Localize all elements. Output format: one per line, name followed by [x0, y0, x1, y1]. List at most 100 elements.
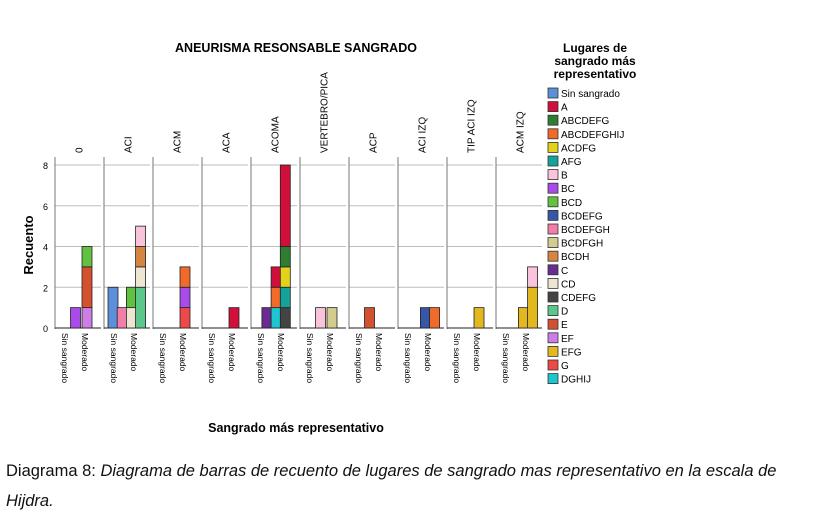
- x-category-label: Sin sangrado: [158, 333, 168, 383]
- legend-label: ABCDEFG: [561, 116, 610, 127]
- bar-segment: [81, 266, 93, 309]
- panel-header: ACM IZQ: [516, 111, 527, 153]
- x-category-label: Sin sangrado: [403, 333, 413, 383]
- bar-segment: [270, 286, 282, 309]
- panel: ACM IZQ Sin sangrado Moderado: [495, 111, 542, 383]
- legend-swatch: [547, 318, 559, 330]
- legend-swatch: [547, 128, 559, 140]
- legend-label: Sin sangrado: [561, 89, 620, 100]
- x-category-label: Moderado: [178, 333, 188, 372]
- panel-header: ACI: [124, 136, 135, 153]
- y-tick-label: 2: [43, 283, 48, 293]
- y-tick-label: 4: [43, 243, 48, 253]
- bar-segment: [279, 286, 291, 309]
- legend-item: D: [547, 305, 568, 318]
- panel-header: ACI IZQ: [418, 117, 429, 153]
- legend-item: CDEFG: [547, 291, 596, 304]
- legend-item: EFG: [547, 345, 582, 358]
- panel: ACI Sin sangrado Moderado: [103, 136, 150, 383]
- bar-segment: [70, 307, 81, 329]
- legend-swatch: [547, 277, 559, 289]
- legend-item: DGHIJ: [547, 373, 591, 386]
- bar-segment: [364, 307, 375, 329]
- legend-item: G: [547, 359, 569, 372]
- legend-swatch: [547, 87, 559, 99]
- legend-label: A: [561, 103, 568, 114]
- x-category-label: Sin sangrado: [256, 333, 266, 383]
- legend-item: B: [547, 169, 568, 182]
- legend-swatch: [547, 196, 559, 208]
- legend-title-line: Lugares de: [563, 41, 627, 55]
- legend-label: CDEFG: [561, 293, 596, 304]
- legend-label: ABCDEFGHIJ: [561, 130, 624, 141]
- legend-title-line: representativo: [554, 67, 637, 81]
- panel: 0 Sin sangrado Moderado: [54, 147, 101, 383]
- legend-item: C: [547, 264, 568, 277]
- bar-segment: [135, 246, 147, 268]
- legend-label: AFG: [561, 157, 582, 168]
- panel-header: ACP: [369, 132, 380, 153]
- bar-segment: [279, 246, 291, 268]
- legend-swatch: [547, 332, 559, 344]
- panel: ACA Sin sangrado Moderado: [201, 132, 248, 383]
- panel: TIP ACI IZQ Sin sangrado Moderado: [446, 99, 493, 383]
- legend-label: BCDEFGH: [561, 225, 610, 236]
- bar-segment: [527, 286, 538, 329]
- legend-label: B: [561, 171, 568, 182]
- legend-swatch: [547, 223, 559, 235]
- bar-segment: [179, 307, 191, 329]
- x-category-label: Moderado: [423, 333, 433, 372]
- figure-caption: Diagrama 8: Diagrama de barras de recuen…: [6, 456, 811, 516]
- legend-swatch: [547, 114, 559, 126]
- y-tick-label: 0: [43, 324, 48, 334]
- x-axis-label: Sangrado más representativo: [208, 421, 384, 435]
- legend-item: AFG: [547, 155, 582, 168]
- x-category-label: Moderado: [521, 333, 531, 372]
- legend-label: C: [561, 266, 568, 277]
- bar-segment: [279, 266, 291, 288]
- caption-text: Diagrama de barras de recuento de lugare…: [6, 462, 777, 510]
- legend-item: BC: [547, 182, 575, 195]
- x-category-label: Sin sangrado: [501, 333, 511, 383]
- bar-segment: [518, 307, 529, 329]
- y-tick-label: 8: [43, 161, 48, 171]
- legend-label: E: [561, 320, 568, 331]
- legend-title-line: sangrado más: [554, 54, 636, 68]
- legend-swatch: [547, 264, 559, 276]
- bar-segment: [179, 286, 191, 309]
- legend-label: BC: [561, 184, 575, 195]
- legend-item: BCDEFG: [547, 209, 603, 222]
- panel: ACP Sin sangrado Moderado: [348, 132, 395, 383]
- bar-segment: [126, 307, 137, 329]
- bar-segment: [326, 307, 338, 329]
- bar-segment: [107, 286, 119, 329]
- legend-item: E: [547, 318, 568, 331]
- chart: ANEURISMA RESONSABLE SANGRADO Recuento S…: [21, 41, 637, 435]
- legend-swatch: [547, 359, 559, 371]
- bar-segment: [135, 225, 147, 247]
- bar-segment: [429, 307, 441, 329]
- legend-label: D: [561, 307, 568, 318]
- legend-label: ACDFG: [561, 143, 596, 154]
- x-category-label: Moderado: [129, 333, 139, 372]
- x-category-label: Moderado: [276, 333, 286, 372]
- panel: ACM Sin sangrado Moderado: [152, 131, 199, 383]
- legend-item: ABCDEFG: [547, 114, 610, 127]
- legend-label: BCDFGH: [561, 239, 603, 250]
- legend-label: BCD: [561, 198, 582, 209]
- legend-item: CD: [547, 277, 575, 290]
- chart-title: ANEURISMA RESONSABLE SANGRADO: [175, 41, 417, 55]
- bar-segment: [270, 266, 282, 288]
- panel: ACI IZQ Sin sangrado Moderado: [397, 117, 444, 383]
- x-category-label: Sin sangrado: [354, 333, 364, 383]
- bar-segment: [116, 307, 128, 329]
- x-category-label: Sin sangrado: [305, 333, 315, 383]
- legend-swatch: [547, 250, 559, 262]
- legend-item: BCDH: [547, 250, 589, 263]
- bar-segment: [261, 307, 273, 329]
- bar-segment: [228, 307, 240, 329]
- panel: VERTEBRO/PICA Sin sangrado Moderado: [299, 72, 346, 383]
- panel: ACOMA Sin sangrado Moderado: [250, 116, 297, 383]
- bar-segment: [135, 286, 147, 329]
